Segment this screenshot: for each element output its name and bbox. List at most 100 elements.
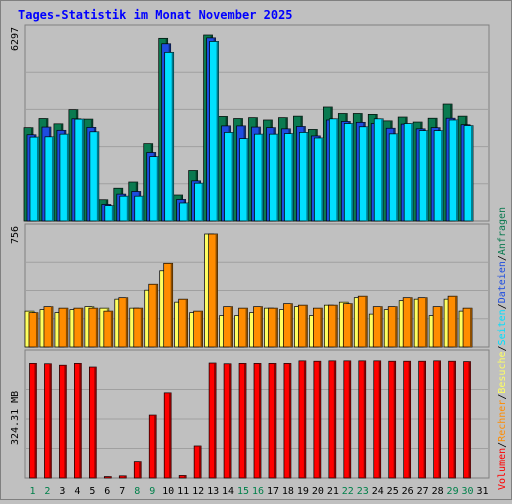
- x-tick-label-12: 12: [192, 486, 204, 497]
- bar-shade-rechner-day-22: [350, 303, 353, 347]
- bar-shade-seiten-day-9: [156, 156, 159, 221]
- bar-shade-rechner-day-17: [275, 308, 278, 347]
- requests-panel-ymax-label: 6297: [10, 27, 21, 51]
- x-tick-label-20: 20: [312, 486, 324, 497]
- bar-shade-seiten-day-17: [276, 134, 279, 221]
- legend-entry-separator: /: [497, 394, 508, 400]
- bar-shade-rechner-day-3: [65, 308, 68, 347]
- bar-shade-rechner-day-27: [425, 297, 428, 347]
- bar-shade-rechner-day-24: [380, 306, 383, 347]
- volume-panel-ymax-label: 324.31 MB: [10, 391, 21, 445]
- bar-shade-seiten-day-10: [171, 52, 174, 222]
- bar-shade-seiten-day-27: [426, 130, 429, 221]
- x-tick-label-9: 9: [149, 486, 155, 497]
- legend-entry-separator: /: [497, 255, 508, 261]
- bar-shade-rechner-day-26: [410, 297, 413, 347]
- bar-shade-seiten-day-11: [186, 202, 189, 221]
- bar-shade-rechner-day-21: [335, 305, 338, 347]
- bar-shade-rechner-day-28: [440, 306, 443, 347]
- bar-shade-volumen-day-15: [244, 363, 247, 478]
- legend-entry-separator: /: [497, 303, 508, 309]
- bar-shade-seiten-day-19: [306, 132, 309, 221]
- x-tick-label-11: 11: [177, 486, 189, 497]
- bar-shade-rechner-day-6: [110, 311, 113, 347]
- bar-shade-rechner-day-7: [125, 297, 128, 347]
- bar-shade-volumen-day-3: [64, 365, 67, 478]
- bar-shade-seiten-day-28: [441, 130, 444, 221]
- x-tick-label-29: 29: [447, 486, 459, 497]
- bar-shade-volumen-day-18: [288, 363, 291, 478]
- bar-shade-seiten-day-5: [96, 131, 99, 221]
- bar-shade-rechner-day-18: [290, 303, 293, 347]
- bar-shade-rechner-day-13: [215, 234, 218, 347]
- bar-shade-rechner-day-15: [245, 308, 248, 347]
- bar-shade-seiten-day-6: [111, 205, 114, 221]
- legend-entry-anfragen: Anfragen: [497, 207, 508, 255]
- bar-shade-rechner-day-12: [200, 311, 203, 347]
- bar-shade-rechner-day-2: [50, 306, 53, 347]
- x-tick-label-27: 27: [417, 486, 429, 497]
- bar-shade-seiten-day-16: [261, 134, 264, 221]
- x-tick-label-10: 10: [162, 486, 174, 497]
- bar-shade-volumen-day-29: [453, 361, 456, 478]
- bar-shade-seiten-day-26: [411, 123, 414, 221]
- x-tick-label-14: 14: [222, 486, 234, 497]
- bar-shade-volumen-day-28: [438, 360, 441, 478]
- x-tick-label-15: 15: [237, 486, 249, 497]
- bar-shade-volumen-day-2: [49, 363, 52, 478]
- x-tick-label-24: 24: [372, 486, 384, 497]
- x-tick-label-25: 25: [387, 486, 399, 497]
- bar-shade-rechner-day-25: [395, 306, 398, 347]
- bar-shade-rechner-day-30: [470, 308, 473, 347]
- bar-shade-volumen-day-13: [214, 363, 217, 478]
- bar-shade-seiten-day-20: [321, 137, 324, 221]
- x-tick-label-4: 4: [74, 486, 80, 497]
- x-tick-label-5: 5: [89, 486, 95, 497]
- x-tick-label-21: 21: [327, 486, 339, 497]
- bar-shade-seiten-day-18: [291, 133, 294, 221]
- bar-shade-seiten-day-23: [366, 126, 369, 221]
- bar-shade-seiten-day-2: [51, 136, 54, 221]
- volume-panel: 324.31 MB: [10, 360, 489, 479]
- bar-shade-volumen-day-19: [303, 360, 306, 478]
- legend: Volumen/Rechner/Besuche/Seiten/Dateien/A…: [497, 207, 508, 490]
- bar-shade-volumen-day-10: [169, 392, 172, 478]
- bar-shade-volumen-day-6: [109, 476, 112, 478]
- bar-shade-rechner-day-1: [35, 312, 38, 347]
- bar-shade-rechner-day-4: [80, 308, 83, 347]
- bar-shade-volumen-day-7: [124, 475, 127, 478]
- bar-shade-rechner-day-14: [230, 306, 233, 347]
- bar-shade-volumen-day-16: [259, 363, 261, 478]
- bar-shade-volumen-day-4: [79, 363, 82, 478]
- x-axis-labels: 1 2 3 4 5 6 7 8 9 10 11 12 13 14 15 16 17 18 19 20 21 22 23 24 2…: [29, 486, 488, 497]
- chart-title: Tages-Statistik im Monat November 2025: [18, 8, 293, 22]
- bar-shade-volumen-day-23: [363, 360, 366, 478]
- bar-shade-seiten-day-12: [201, 183, 204, 221]
- bar-shade-seiten-day-24: [381, 118, 384, 221]
- bar-shade-volumen-day-8: [139, 461, 142, 478]
- x-tick-label-22: 22: [342, 486, 354, 497]
- bar-shade-volumen-day-21: [333, 360, 336, 478]
- x-tick-label-30: 30: [462, 486, 474, 497]
- bar-shade-seiten-day-13: [216, 41, 219, 222]
- x-tick-label-31: 31: [476, 486, 488, 497]
- bar-shade-volumen-day-27: [423, 361, 426, 478]
- bar-shade-volumen-day-1: [34, 363, 37, 478]
- bar-shade-seiten-day-1: [36, 137, 39, 221]
- legend-entry-seiten: Seiten: [497, 309, 508, 345]
- bar-shade-seiten-day-29: [456, 119, 459, 221]
- visits-panel: 756: [10, 226, 489, 348]
- bar-shade-seiten-day-3: [66, 134, 69, 221]
- bar-shade-seiten-day-21: [336, 118, 339, 221]
- bar-shade-volumen-day-5: [94, 367, 97, 478]
- bar-shade-volumen-day-26: [408, 361, 411, 478]
- bar-shade-seiten-day-8: [141, 196, 144, 221]
- bar-shade-seiten-day-25: [396, 133, 399, 221]
- legend-text: Volumen/Rechner/Besuche/Seiten/Dateien/A…: [497, 207, 508, 490]
- bar-shade-seiten-day-30: [471, 125, 474, 221]
- x-tick-label-3: 3: [59, 486, 65, 497]
- bar-shade-rechner-day-29: [455, 296, 458, 347]
- bar-shade-volumen-day-12: [199, 445, 202, 478]
